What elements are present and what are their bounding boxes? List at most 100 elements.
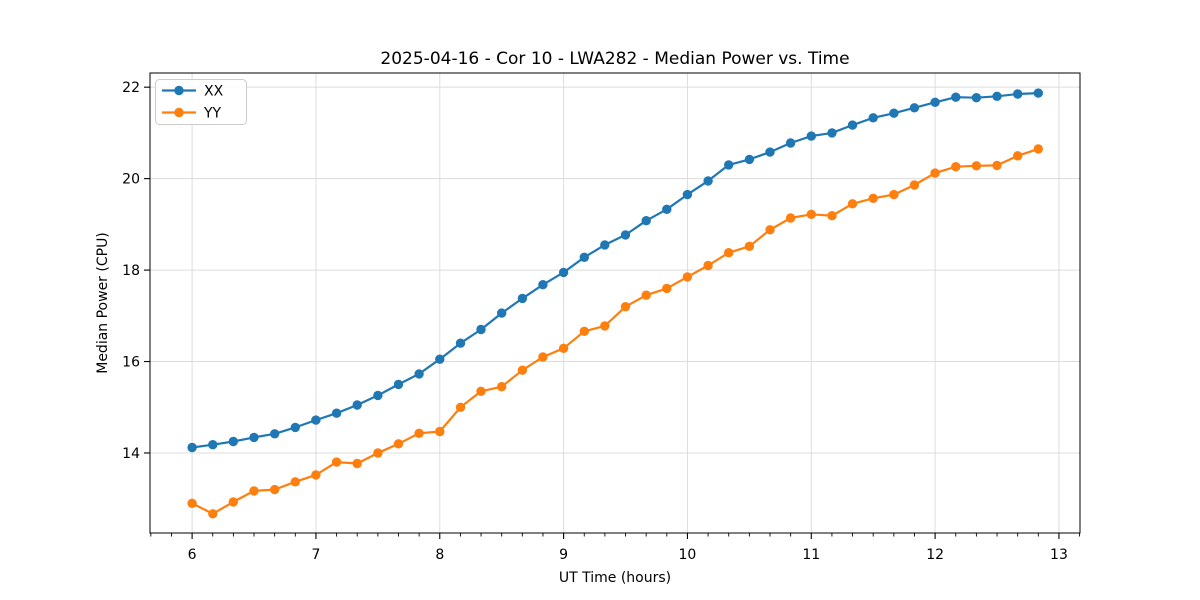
data-point-marker (435, 426, 445, 437)
series-XX (187, 88, 1044, 453)
grid (150, 73, 1080, 533)
data-point-marker (971, 93, 982, 103)
data-point-marker (517, 365, 528, 375)
y-tick-label: 22 (122, 80, 140, 96)
data-point-marker (703, 260, 713, 271)
data-point-marker (951, 92, 961, 102)
data-point-marker (662, 283, 672, 294)
data-point-marker (744, 154, 755, 165)
data-point-marker (290, 422, 300, 433)
x-tick-label: 13 (1050, 547, 1068, 563)
data-point-marker (806, 131, 816, 141)
data-point-marker (930, 97, 940, 108)
y-axis-label: Median Power (CPU) (95, 232, 111, 374)
data-point-marker (352, 400, 362, 410)
data-point-marker (393, 379, 404, 390)
data-point-marker (992, 91, 1002, 102)
chart-title: 2025-04-16 - Cor 10 - LWA282 - Median Po… (380, 49, 849, 69)
data-point-marker (951, 162, 961, 172)
data-point-marker (868, 193, 878, 203)
x-tick-label: 9 (559, 547, 568, 563)
data-point-marker (1013, 151, 1023, 161)
data-point-marker (414, 428, 424, 438)
x-axis-label: UT Time (hours) (559, 570, 671, 586)
y-tick-label: 14 (122, 446, 140, 462)
data-point-marker (889, 189, 899, 200)
data-point-marker (930, 168, 940, 178)
data-point-marker (497, 382, 507, 392)
data-point-marker (290, 477, 300, 487)
data-point-marker (909, 180, 920, 190)
data-point-marker (435, 354, 445, 364)
data-point-marker (600, 240, 610, 250)
y-tick-label: 18 (122, 263, 140, 279)
legend-label: YY (203, 106, 222, 122)
data-point-marker (331, 408, 342, 418)
data-point-marker (682, 272, 693, 282)
data-point-marker (558, 267, 569, 278)
data-point-marker (455, 402, 466, 412)
y-axis: 14 16 18 20 22 (122, 80, 150, 462)
data-point-marker (517, 293, 528, 304)
data-point-marker (187, 498, 197, 508)
data-point-marker (270, 484, 280, 495)
data-point-marker (228, 497, 238, 507)
data-point-marker (538, 280, 548, 290)
data-point-marker (249, 486, 259, 496)
data-point-marker (703, 176, 713, 186)
data-point-marker (620, 302, 631, 312)
x-tick-label: 10 (679, 547, 697, 563)
x-tick-label: 11 (802, 547, 820, 563)
data-point-marker (992, 160, 1002, 171)
data-point-marker (311, 415, 321, 425)
data-point-marker (744, 241, 755, 251)
data-point-marker (1033, 88, 1044, 98)
data-point-marker (662, 204, 672, 214)
data-point-marker (455, 338, 466, 348)
data-point-marker (785, 213, 796, 223)
data-point-marker (393, 439, 404, 449)
data-point-marker (1033, 144, 1044, 154)
y-tick-label: 20 (122, 172, 140, 188)
y-tick-label: 16 (122, 355, 140, 371)
data-point-marker (228, 436, 238, 447)
x-tick-label: 7 (311, 547, 320, 563)
plot-border (149, 72, 1081, 534)
data-point-marker (476, 386, 486, 396)
data-point-marker (765, 225, 775, 235)
data-point-marker (724, 160, 734, 170)
data-point-marker (847, 199, 858, 209)
data-point-marker (352, 458, 362, 469)
x-tick-label: 6 (188, 547, 197, 563)
data-point-marker (373, 390, 383, 401)
data-point-marker (579, 326, 589, 336)
data-point-marker (620, 230, 631, 240)
data-point-marker (806, 209, 816, 219)
data-point-marker (558, 343, 569, 353)
data-point-marker (414, 369, 424, 379)
data-point-marker (868, 113, 878, 123)
data-point-marker (827, 128, 837, 138)
data-point-marker (827, 211, 837, 221)
data-point-marker (331, 457, 342, 467)
data-point-marker (311, 470, 321, 480)
data-point-marker (785, 138, 796, 148)
legend-label: XX (204, 84, 224, 100)
data-point-marker (476, 324, 486, 335)
legend-box (155, 79, 247, 125)
series-YY (187, 144, 1044, 519)
data-point-marker (847, 120, 858, 130)
data-point-marker (641, 216, 651, 226)
data-point-marker (889, 108, 899, 118)
data-point-marker (249, 432, 259, 443)
data-point-marker (538, 352, 548, 362)
data-point-marker (208, 509, 218, 519)
legend-sample-marker (174, 85, 184, 96)
data-point-marker (724, 248, 734, 258)
data-point-marker (208, 440, 218, 450)
data-point-marker (641, 290, 651, 300)
data-point-marker (765, 147, 775, 157)
legend-sample-marker (174, 107, 184, 118)
